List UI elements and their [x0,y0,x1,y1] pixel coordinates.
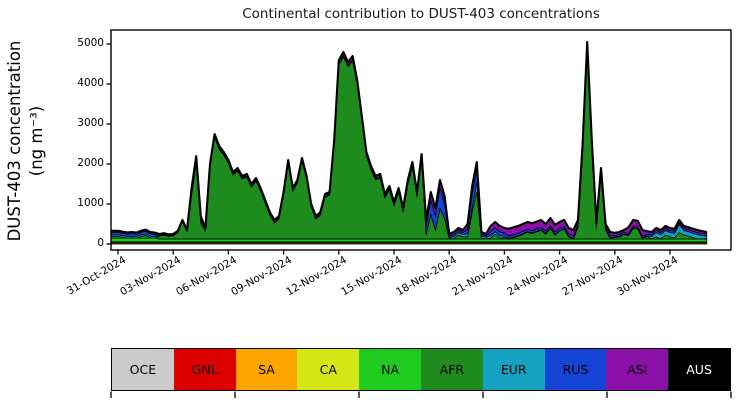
legend-item-AFR: AFR [420,349,483,390]
legend-item-ASI: ASI [606,349,669,390]
y-tick-label: 0 [97,237,104,249]
continent-legend: OCE GNL SA CA NA AFR EUR RUS ASI AUS [111,348,731,391]
y-tick-label: 5000 [77,37,104,49]
total-concentration-line [111,40,707,236]
legend-label-NA: NA [381,362,400,377]
legend-item-AUS: AUS [668,349,730,390]
legend-item-RUS: RUS [544,349,607,390]
legend-label-OCE: OCE [129,362,157,377]
chart-title: Continental contribution to DUST-403 con… [242,6,600,22]
legend-item-OCE: OCE [112,349,174,390]
legend-item-GNL: GNL [173,349,236,390]
legend-label-GNL: GNL [191,362,218,377]
legend-label-RUS: RUS [562,362,589,377]
legend-item-NA: NA [359,349,421,390]
legend-item-CA: CA [297,349,360,390]
stacked-layers [111,40,708,245]
y-tick-label: 4000 [77,77,104,89]
y-tick-label: 3000 [77,117,104,129]
legend-label-EUR: EUR [500,362,527,377]
legend-label-ASI: ASI [627,362,648,377]
legend-label-CA: CA [319,362,337,377]
legend-label-SA: SA [258,362,275,377]
y-tick-label: 1000 [77,197,104,209]
legend-label-AUS: AUS [686,362,712,377]
y-tick-label: 2000 [77,157,104,169]
legend-label-AFR: AFR [439,362,465,377]
legend-item-EUR: EUR [482,349,545,390]
axes-decorations [106,43,732,398]
plot-border [110,29,732,251]
legend-item-SA: SA [235,349,298,390]
